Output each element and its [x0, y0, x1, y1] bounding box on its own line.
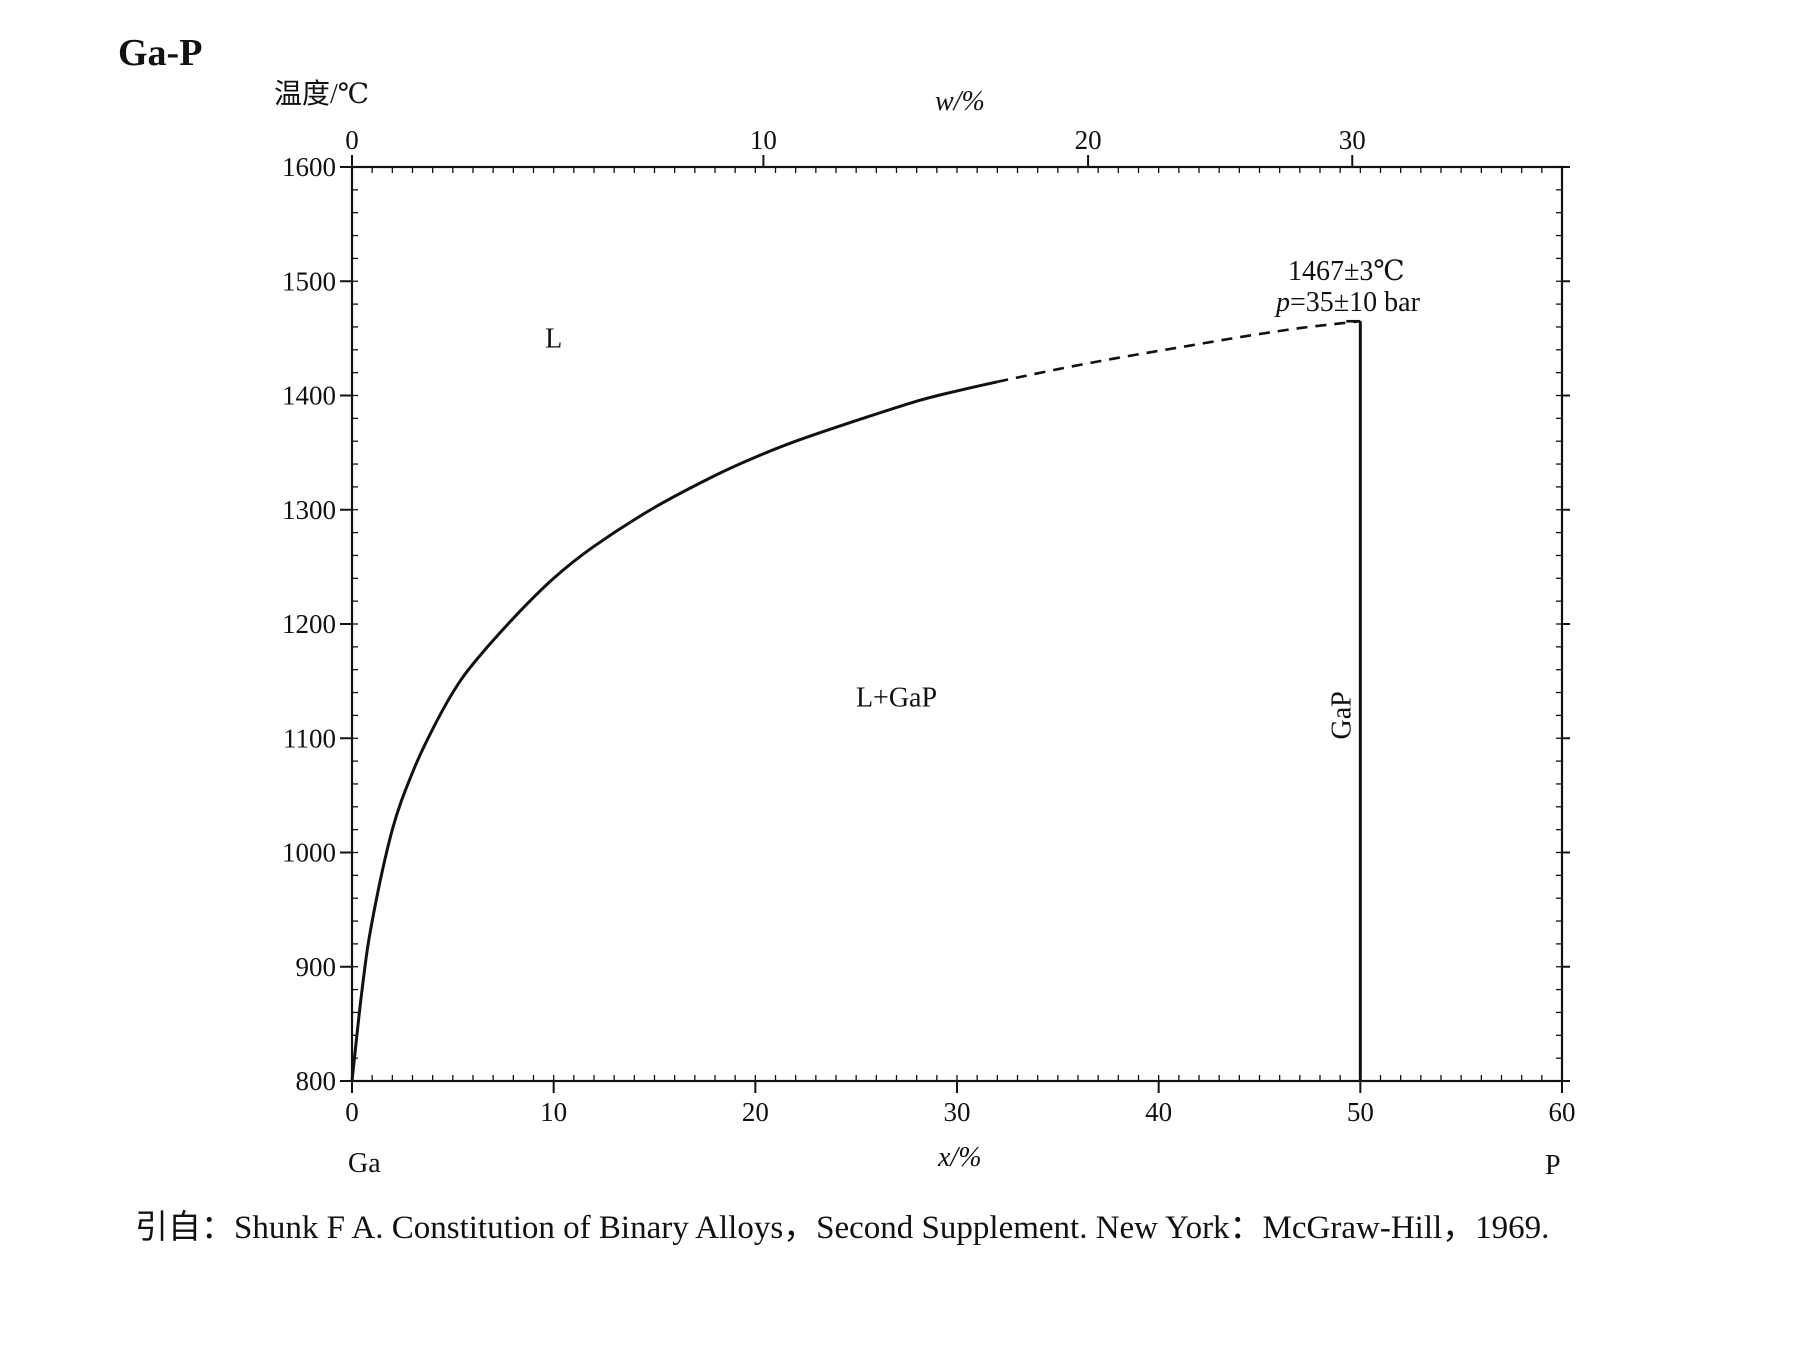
ga-element-label: Ga — [348, 1148, 381, 1179]
x-tick-label: 10 — [540, 1097, 567, 1127]
pressure-symbol: p — [1274, 287, 1290, 318]
y-tick-label: 1100 — [283, 723, 336, 753]
melting-point-annotation: 1467±3℃ — [1288, 256, 1405, 287]
top-axis-ticks: 0 10 20 30 — [345, 125, 1366, 167]
x-tick-label: 50 — [1347, 1097, 1374, 1127]
liquidus-curve-dashed — [997, 319, 1361, 384]
x-axis-ticks: 0 10 20 30 40 50 60 — [345, 1081, 1576, 1127]
x-tick-label: 40 — [1145, 1097, 1172, 1127]
x-tick-label: 0 — [345, 1097, 359, 1127]
top-axis-label: w/% — [935, 86, 985, 117]
y-tick-label: 1500 — [282, 266, 336, 296]
gap-compound-label: GaP — [1326, 691, 1357, 739]
y-tick-label: 900 — [296, 952, 337, 982]
top-tick-label: 30 — [1339, 125, 1366, 155]
y-tick-label: 1600 — [282, 152, 336, 182]
x-axis-label: x/% — [937, 1142, 982, 1173]
liquidus-curve — [350, 380, 998, 1082]
y-tick-label: 1400 — [282, 381, 336, 411]
y-tick-label: 1200 — [282, 609, 336, 639]
y-axis-ticks: 800 900 1000 1100 1200 1300 1400 1500 1600 — [282, 152, 1570, 1096]
pressure-annotation: p=35±10 bar — [1274, 287, 1421, 318]
top-tick-label: 10 — [750, 125, 777, 155]
minor-ticks — [351, 166, 1563, 1082]
y-tick-label: 1000 — [282, 838, 336, 868]
pressure-value: =35±10 bar — [1290, 287, 1421, 318]
y-tick-label: 1300 — [282, 495, 336, 525]
x-tick-label: 30 — [944, 1097, 971, 1127]
top-tick-label: 0 — [345, 125, 359, 155]
x-tick-label: 60 — [1549, 1097, 1576, 1127]
chart-title: Ga-P — [118, 32, 202, 74]
y-axis-label: 温度/℃ — [274, 78, 369, 110]
top-tick-label: 20 — [1075, 125, 1102, 155]
source-caption: 引自：Shunk F A. Constitution of Binary All… — [135, 1209, 1549, 1246]
region-label-l-gap: L+GaP — [856, 682, 937, 713]
x-tick-label: 20 — [742, 1097, 769, 1127]
y-tick-label: 800 — [296, 1066, 337, 1096]
p-element-label: P — [1545, 1150, 1561, 1181]
region-label-l: L — [545, 324, 562, 355]
